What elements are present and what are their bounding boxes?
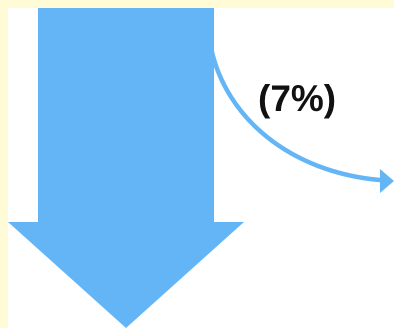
main-flow-arrow [8, 8, 244, 328]
branch-percentage-label: (7%) [258, 78, 337, 119]
branch-flow-curve [208, 45, 383, 183]
branch-flow-arrowhead [380, 169, 394, 193]
